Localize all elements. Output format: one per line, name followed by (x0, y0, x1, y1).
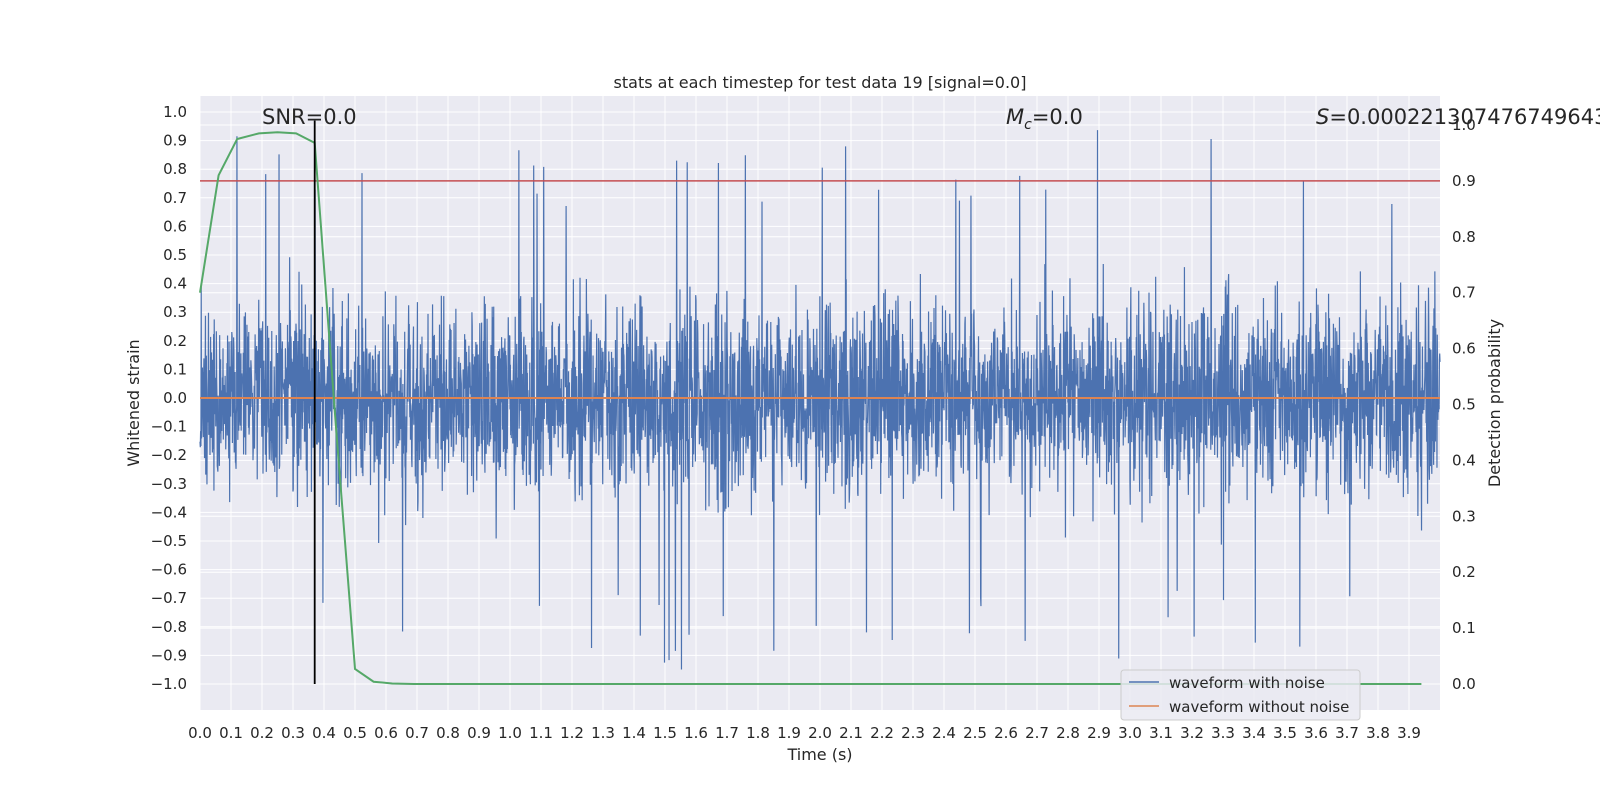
x-tick-label: 3.6 (1304, 724, 1328, 742)
y-left-tick-label: −0.2 (151, 446, 187, 464)
x-tick-label: 2.3 (901, 724, 925, 742)
x-tick-label: 3.1 (1149, 724, 1173, 742)
x-tick-label: 2.0 (808, 724, 832, 742)
x-tick-label: 3.3 (1211, 724, 1235, 742)
x-tick-label: 0.8 (436, 724, 460, 742)
y-right-tick-label: 0.9 (1452, 172, 1476, 190)
y-left-axis-ticks: 1.0 0.9 0.8 0.7 0.6 0.5 0.4 0.3 0.2 0.1 0.0 −0.1 −0.… (151, 103, 187, 693)
y-left-tick-label: 0.0 (163, 389, 187, 407)
y-right-tick-label: 0.1 (1452, 619, 1476, 637)
x-tick-label: 2.8 (1056, 724, 1080, 742)
x-tick-label: 3.2 (1180, 724, 1204, 742)
y-right-tick-label: 0.7 (1452, 284, 1476, 302)
y-left-tick-label: 0.7 (163, 189, 187, 207)
mc-subscript: c (1024, 117, 1032, 133)
y-right-axis-ticks: 1.0 0.9 0.8 0.7 0.6 0.5 0.4 0.3 0.2 0.1 0.0 (1452, 116, 1476, 693)
series-detection-probability (199, 131, 1422, 685)
y-left-tick-label: −0.5 (151, 532, 187, 550)
x-tick-label: 1.4 (622, 724, 646, 742)
chart-title: stats at each timestep for test data 19 … (614, 73, 1027, 92)
x-tick-label: 1.9 (777, 724, 801, 742)
x-tick-label: 1.0 (498, 724, 522, 742)
y-right-tick-label: 1.0 (1452, 116, 1476, 134)
legend-label-noise: waveform with noise (1169, 674, 1325, 692)
x-tick-label: 0.6 (374, 724, 398, 742)
y-left-tick-label: 0.1 (163, 360, 187, 378)
x-tick-label: 1.1 (529, 724, 553, 742)
s-annotation: S=0.000221307476749643 (1316, 105, 1600, 129)
x-tick-label: 1.5 (653, 724, 677, 742)
mc-value: =0.0 (1032, 105, 1083, 129)
probability-line (199, 131, 1422, 685)
legend-label-clean: waveform without noise (1169, 698, 1349, 716)
y-left-tick-label: 1.0 (163, 103, 187, 121)
x-tick-label: 0.4 (312, 724, 336, 742)
y-left-tick-label: 0.6 (163, 217, 187, 235)
mc-annotation: Mc=0.0 (1006, 105, 1083, 133)
y-right-tick-label: 0.6 (1452, 340, 1476, 358)
y-left-tick-label: −1.0 (151, 675, 187, 693)
y-left-tick-label: 0.5 (163, 246, 187, 264)
x-tick-label: 2.5 (963, 724, 987, 742)
y-right-tick-label: 0.8 (1452, 228, 1476, 246)
y-right-tick-label: 0.2 (1452, 563, 1476, 581)
y-right-tick-label: 0.4 (1452, 451, 1476, 469)
x-tick-label: 0.3 (281, 724, 305, 742)
x-tick-label: 0.2 (250, 724, 274, 742)
x-tick-label: 2.7 (1025, 724, 1049, 742)
y-left-tick-label: 0.2 (163, 332, 187, 350)
x-tick-label: 1.8 (746, 724, 770, 742)
x-tick-label: 0.5 (343, 724, 367, 742)
y-left-tick-label: 0.9 (163, 132, 187, 150)
s-value: =0.000221307476749643 (1329, 105, 1600, 129)
x-tick-label: 1.3 (591, 724, 615, 742)
x-tick-label: 1.6 (684, 724, 708, 742)
y-left-tick-label: −0.7 (151, 589, 187, 607)
x-axis-label: Time (s) (786, 745, 852, 764)
x-tick-label: 0.0 (188, 724, 212, 742)
x-tick-label: 2.4 (932, 724, 956, 742)
y-left-tick-label: 0.3 (163, 303, 187, 321)
y-left-tick-label: −0.6 (151, 561, 187, 579)
y-left-tick-label: 0.4 (163, 275, 187, 293)
y-right-tick-label: 0.3 (1452, 507, 1476, 525)
y-right-axis-label: Detection probability (1485, 319, 1504, 487)
y-left-tick-label: −0.9 (151, 646, 187, 664)
snr-annotation: SNR=0.0 (262, 105, 357, 129)
legend-box (1120, 669, 1361, 721)
x-tick-label: 3.9 (1397, 724, 1421, 742)
mc-symbol: M (1006, 105, 1024, 129)
y-right-tick-label: 0.5 (1452, 396, 1476, 414)
y-left-tick-label: −0.4 (151, 503, 187, 521)
y-left-tick-label: −0.8 (151, 618, 187, 636)
legend: waveform with noise waveform without noi… (1120, 669, 1361, 721)
y-left-tick-label: −0.1 (151, 418, 187, 436)
s-symbol: S (1316, 105, 1329, 129)
x-tick-label: 2.1 (839, 724, 863, 742)
x-tick-label: 2.2 (870, 724, 894, 742)
y-left-tick-label: −0.3 (151, 475, 187, 493)
x-tick-label: 1.2 (560, 724, 584, 742)
x-tick-label: 2.9 (1087, 724, 1111, 742)
x-tick-label: 0.7 (405, 724, 429, 742)
x-tick-label: 3.8 (1366, 724, 1390, 742)
x-tick-label: 0.9 (467, 724, 491, 742)
x-tick-label: 0.1 (219, 724, 243, 742)
x-tick-label: 3.4 (1242, 724, 1266, 742)
y-left-tick-label: 0.8 (163, 160, 187, 178)
x-tick-label: 3.0 (1118, 724, 1142, 742)
x-tick-label: 3.7 (1335, 724, 1359, 742)
x-axis-ticks: 0.0 0.1 0.2 0.3 0.4 0.5 0.6 0.7 0.8 0.9 1.0 1.1 1.2 1… (188, 724, 1421, 742)
y-right-tick-label: 0.0 (1452, 675, 1476, 693)
x-tick-label: 3.5 (1273, 724, 1297, 742)
y-left-axis-label: Whitened strain (124, 339, 143, 466)
x-tick-label: 1.7 (715, 724, 739, 742)
x-tick-label: 2.6 (994, 724, 1018, 742)
